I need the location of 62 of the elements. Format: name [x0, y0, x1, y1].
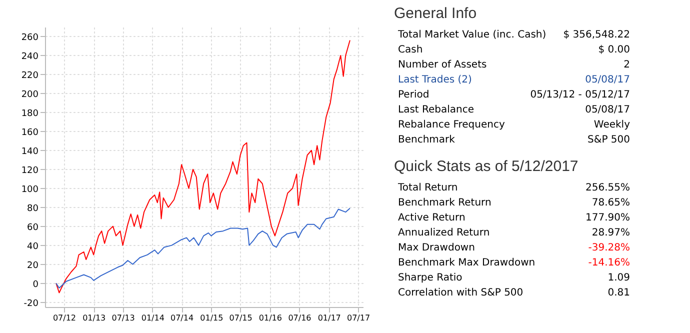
y-tick-label: 240 — [21, 52, 39, 62]
text: 05/13/12 - 05/12/17 — [530, 90, 630, 100]
line-series — [56, 208, 350, 289]
y-tick-label: 40 — [27, 242, 39, 252]
line-series — [56, 40, 350, 294]
y-tick-label: 180 — [21, 108, 39, 119]
text: Cash — [398, 44, 423, 56]
text: Quick Stats as of 5/12/2017 — [394, 158, 578, 175]
x-tick-label: 07/15 — [229, 314, 252, 322]
text: Last Rebalance — [398, 104, 474, 116]
y-tick-label: 120 — [21, 166, 39, 176]
text: Benchmark — [398, 134, 456, 146]
text: Benchmark Max Drawdown — [398, 258, 536, 268]
text: Sharpe Ratio — [398, 272, 462, 284]
text: Weekly — [594, 120, 630, 130]
y-tick-label: 100 — [21, 184, 39, 195]
text: Period — [398, 90, 430, 100]
y-tick-label: -20 — [24, 298, 39, 309]
text: S&P 500 — [588, 134, 630, 146]
y-tick-label: 260 — [21, 32, 39, 43]
text: Max Drawdown — [398, 242, 475, 254]
x-tick-label: 01/14 — [141, 314, 164, 322]
text: 2 — [624, 60, 630, 70]
text: Number of Assets — [398, 60, 487, 70]
x-tick-label: 01/16 — [258, 314, 282, 322]
text: Last Trades (2) — [398, 74, 472, 86]
text: Benchmark Return — [398, 198, 492, 208]
text: 05/08/17 — [585, 104, 630, 116]
y-tick-label: 200 — [21, 90, 39, 100]
text: Total Market Value (inc. Cash) — [397, 30, 546, 40]
text: -39.28% — [588, 242, 630, 254]
x-tick-label: 07/17 — [346, 314, 370, 322]
text: General Info — [394, 5, 477, 22]
x-tick-label: 07/12 — [52, 314, 76, 322]
text: Total Return — [397, 182, 458, 194]
text: Annualized Return — [398, 228, 490, 238]
y-tick-label: 140 — [21, 146, 39, 157]
text: Rebalance Frequency — [398, 120, 505, 130]
y-tick-label: 0 — [32, 280, 39, 290]
text: $ 356,548.22 — [563, 30, 630, 40]
x-tick-label: 07/13 — [112, 314, 135, 322]
text: 28.97% — [592, 228, 630, 238]
y-tick-label: 220 — [21, 70, 39, 81]
text: 177.90% — [586, 212, 630, 224]
y-tick-label: 20 — [27, 260, 39, 271]
y-tick-label: 160 — [21, 128, 39, 138]
x-tick-label: 01/15 — [200, 314, 224, 322]
x-tick-label: 01/13 — [82, 314, 106, 322]
text: 05/08/17 — [585, 74, 630, 86]
text: Active Return — [398, 212, 466, 224]
text: Correlation with S&P 500 — [398, 288, 524, 298]
text: $ 0.00 — [598, 44, 630, 56]
text: 78.65% — [592, 198, 630, 208]
x-tick-label: 07/14 — [170, 314, 194, 322]
x-tick-label: 01/17 — [318, 314, 341, 322]
text: 0.81 — [608, 288, 630, 298]
x-tick-label: 07/16 — [288, 314, 312, 322]
y-tick-label: 60 — [27, 222, 39, 233]
text: 1.09 — [608, 272, 630, 284]
text: -14.16% — [588, 258, 630, 268]
y-tick-label: 80 — [27, 204, 39, 214]
text: 256.55% — [586, 182, 630, 194]
